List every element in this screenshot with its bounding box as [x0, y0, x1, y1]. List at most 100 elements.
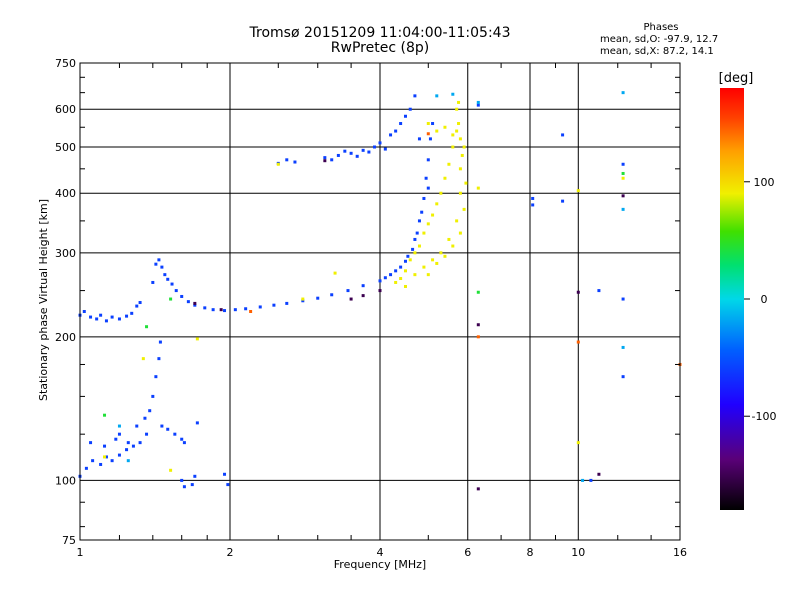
data-point: [413, 237, 417, 241]
data-point: [190, 483, 194, 487]
data-point: [104, 455, 108, 459]
data-point: [151, 394, 155, 398]
data-point: [103, 413, 107, 417]
data-point: [413, 273, 417, 277]
data-point: [417, 219, 421, 223]
data-point: [576, 340, 580, 344]
data-point: [476, 103, 480, 107]
data-point: [103, 444, 107, 448]
data-point: [361, 284, 365, 288]
data-point: [276, 162, 280, 166]
data-point: [125, 448, 129, 452]
x-tick-label: 4: [377, 546, 384, 559]
x-tick-label: 2: [227, 546, 234, 559]
data-point: [451, 145, 455, 149]
data-point: [195, 337, 199, 341]
data-point: [193, 301, 197, 305]
colorbar-tick-label: 100: [754, 176, 775, 189]
data-point: [249, 309, 253, 313]
data-point: [422, 231, 426, 235]
data-point: [131, 444, 135, 448]
data-point: [621, 345, 625, 349]
data-point: [160, 424, 164, 428]
data-point: [143, 416, 147, 420]
data-point: [349, 151, 353, 155]
data-point: [180, 478, 184, 482]
data-point: [621, 162, 625, 166]
data-point: [394, 129, 398, 133]
data-point: [378, 141, 382, 145]
data-point: [272, 303, 276, 307]
data-point: [476, 290, 480, 294]
data-point: [180, 437, 184, 441]
data-points: [78, 91, 682, 491]
data-point: [408, 258, 412, 262]
data-point: [373, 145, 377, 149]
grid: [80, 63, 680, 540]
data-point: [219, 308, 223, 312]
data-point: [173, 432, 177, 436]
data-point: [103, 455, 107, 459]
data-point: [163, 273, 167, 277]
data-point: [621, 194, 625, 198]
data-point: [158, 340, 162, 344]
data-point: [413, 251, 417, 255]
data-point: [154, 375, 158, 379]
data-point: [406, 254, 410, 258]
data-point: [211, 308, 215, 312]
data-point: [130, 311, 134, 315]
data-point: [258, 305, 262, 309]
y-tick-label: 500: [55, 141, 76, 154]
data-point: [451, 244, 455, 248]
data-point: [561, 199, 565, 203]
data-point: [330, 158, 334, 162]
x-tick-label: 10: [571, 546, 585, 559]
y-tick-label: 200: [55, 331, 76, 344]
data-point: [451, 92, 455, 96]
data-point: [389, 133, 393, 137]
x-tick-label: 1: [77, 546, 84, 559]
data-point: [223, 472, 227, 476]
data-point: [417, 137, 421, 141]
data-point: [323, 159, 327, 163]
data-point: [117, 424, 121, 428]
chart-title: Tromsø 20151209 11:04:00-11:05:43: [249, 25, 511, 41]
data-point: [138, 301, 142, 305]
y-tick-label: 750: [55, 57, 76, 70]
data-point: [126, 441, 130, 445]
data-point: [435, 94, 439, 98]
data-point: [233, 308, 237, 312]
data-point: [531, 196, 535, 200]
data-point: [435, 261, 439, 265]
data-point: [135, 304, 139, 308]
data-point: [333, 271, 337, 275]
data-point: [301, 297, 305, 301]
data-point: [597, 472, 601, 476]
data-point: [389, 273, 393, 277]
data-point: [424, 176, 428, 180]
data-point: [431, 258, 435, 262]
data-point: [174, 289, 178, 293]
y-axis-label: Stationary phase Virtual Height [km]: [37, 199, 50, 401]
phase-stats: Phases mean, sd,O: -97.9, 12.7 mean, sd,…: [600, 22, 718, 58]
data-point: [403, 269, 407, 273]
chart-subtitle: RwPretec (8p): [330, 40, 430, 56]
data-point: [455, 129, 459, 133]
data-point: [141, 357, 145, 361]
data-point: [226, 483, 230, 487]
data-point: [89, 315, 93, 319]
phase-stats-x: mean, sd,X: 87.2, 14.1: [600, 46, 714, 57]
data-point: [403, 114, 407, 118]
data-point: [403, 259, 407, 263]
data-point: [426, 122, 430, 126]
colorbar-tick-label: 0: [761, 293, 768, 306]
data-point: [431, 213, 435, 217]
data-point: [293, 160, 297, 164]
data-point: [186, 300, 190, 304]
data-point: [413, 94, 417, 98]
data-point: [117, 453, 121, 457]
data-point: [403, 284, 407, 288]
data-point: [621, 375, 625, 379]
colorbar-tick-label: -100: [752, 410, 777, 423]
